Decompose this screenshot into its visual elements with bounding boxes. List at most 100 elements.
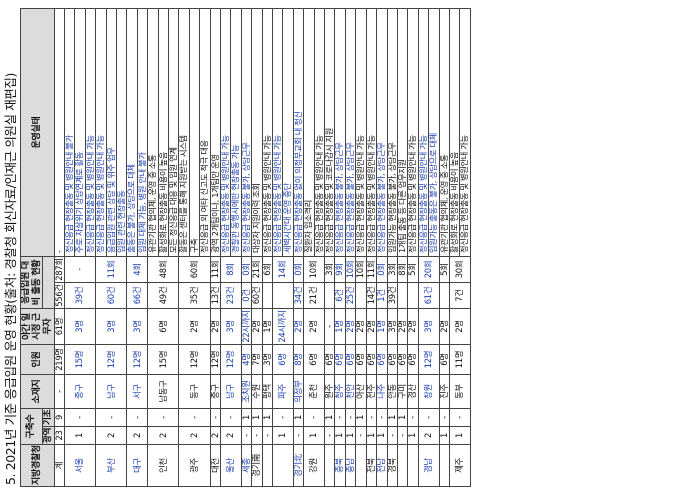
dispatch-cell (397, 282, 408, 309)
local-cell: - (220, 408, 242, 427)
location-cell: 파주 (272, 374, 294, 409)
region-cell: 대구 (126, 444, 148, 487)
local-cell: - (366, 408, 377, 427)
operations-cell: 입원가능 현장출동 불가, 상담근무 (387, 8, 398, 257)
operations-cell: 모든 정신응급 대응 및 입원 연계 (168, 8, 179, 257)
dispatch-cell: 13건 (210, 282, 221, 309)
local-cell: - (126, 408, 148, 427)
metro-cell: - (324, 426, 335, 445)
header-night-staff: 야간 일시정 근무자 (20, 308, 54, 345)
night-staff-cell: 3명 (126, 308, 148, 345)
operations-cell: 활동은 센터를 통해 지원받는 시스템 (178, 8, 190, 257)
operations-cell: 정신응급 현장출동 및 병원안내 불가 (64, 8, 75, 257)
dispatch-cell (355, 282, 367, 309)
staff-cell: 8명 (293, 344, 304, 375)
operations-cell: 정신응급 현장출동 불가, 상담근무 (334, 8, 346, 257)
metro-cell: - (293, 426, 304, 445)
region-cell (439, 444, 450, 487)
table-row: 전남 1- 나주 6명 1명 1건 0회 정신응급 현장출동 불가, 상담근무 (376, 8, 387, 487)
local-cell: - (272, 408, 294, 427)
night-staff-cell: 24시까지 (272, 308, 294, 345)
admission-cell: 60회 (178, 256, 211, 283)
region-cell (262, 444, 273, 487)
admission-cell: 287회 (54, 256, 65, 283)
region-cell: 경기北 (293, 444, 304, 487)
table-row: 경남 2- 창원 12명 3명 61건 20회 정신응급 현장출동 및 병원안내 가능 (418, 8, 440, 487)
night-staff-cell: 2명 (397, 308, 408, 345)
operations-cell: 입원가능 출동은 불가, 상담으로 대체 (428, 8, 440, 257)
operations-cell: 정신응급 현장출동 불가, 상담근무 (241, 8, 252, 257)
night-staff-cell: 6명 (147, 308, 179, 345)
night-staff-cell: 1명 (376, 308, 387, 345)
metro-cell: - (387, 426, 398, 445)
metro-cell: - (397, 426, 408, 445)
operations-cell: 정신응급 현장출동 및 병원안내 가능 (366, 8, 377, 257)
admission-cell: 20회 (418, 256, 440, 283)
admission-cell: 8회 (397, 256, 408, 283)
operations-cell: 응급입원 관련 상담 및 위주 업무 (106, 8, 117, 257)
operations-cell: 정신응급 현장출동 및 병원안내 가능 (262, 8, 273, 257)
dispatch-cell: 7건 (449, 282, 471, 309)
table-row: 서울 1- 중구 15명 3명 39건 - 정신응급 현장출동 및 병원안내 불가 (64, 8, 96, 487)
night-staff-cell: 2명 (439, 308, 450, 345)
metro-cell: 23 (54, 426, 65, 445)
region-cell: 대전 (210, 444, 221, 487)
dispatch-cell (439, 282, 450, 309)
night-staff-cell: - (324, 308, 335, 345)
table-row: 1- 경산 6명 2명 5회 정신응급 현장출동 및 병원안내 가능 (407, 8, 419, 487)
location-cell: 경산 (407, 374, 419, 409)
admission-cell: - (64, 256, 96, 283)
night-staff-cell: 2명 (210, 308, 221, 345)
local-cell: 1 (397, 408, 408, 427)
metro-cell: 2 (210, 426, 221, 445)
header-local: 기초 (42, 408, 54, 427)
admission-cell: 9회 (334, 256, 346, 283)
header-metro: 광역 (42, 426, 54, 445)
location-cell: 진주 (439, 374, 450, 409)
staff-cell: 15명 (147, 344, 179, 375)
header-dispatch-sub (42, 256, 54, 309)
local-cell: - (95, 408, 127, 427)
staff-cell: 6명 (439, 344, 450, 375)
dispatch-cell: 25건 (345, 282, 356, 309)
night-staff-cell: 2명 (366, 308, 377, 345)
local-cell: 1 (241, 408, 252, 427)
location-cell: 남구 (220, 374, 242, 409)
night-staff-cell: 1명 (262, 308, 273, 345)
table-row: 충북 1- 청주 6명 1명 6건 9회 정신응급 현장출동 불가, 상담근무 (334, 8, 346, 487)
local-cell: 1 (293, 408, 304, 427)
dispatch-cell (272, 282, 294, 309)
admission-cell: 30회 (449, 256, 471, 283)
night-staff-cell: 3명 (418, 308, 440, 345)
dispatch-cell: 14건 (366, 282, 377, 309)
region-cell (324, 444, 335, 487)
metro-cell: 2 (418, 426, 440, 445)
metro-cell: 1 (64, 426, 96, 445)
table-row: 강원 1- 춘천 6명 2명 21건 10회 질환자 입소격리 (303, 8, 325, 487)
metro-cell: - (262, 426, 273, 445)
staff-cell: 12명 (210, 344, 221, 375)
local-cell: - (376, 408, 387, 427)
table-row: -1 구미 6명 2명 8회 1개팀 출동 등 다른 업무지원 (397, 8, 408, 487)
location-cell: 동구 (178, 374, 211, 409)
table-body: 계 23 9-219명 61명 556건 287회 - 서울 1- 중구 15명 3명 39건 - 정신응급… (54, 8, 471, 487)
night-staff-cell: 2명 (407, 308, 419, 345)
local-cell: - (334, 408, 346, 427)
dispatch-cell: 34건 (293, 282, 304, 309)
dispatch-cell: 60건 (95, 282, 127, 309)
operations-cell: 정신응급 외 여타 신고도 적극 대응 (199, 8, 211, 257)
admission-cell: 14회 (272, 256, 294, 283)
table-row: 울산 2- 남구 12명 3명 23건 8회 정신응급 현장출동 및 병원안내 가능 (220, 8, 242, 487)
operations-cell: 구축 (189, 8, 200, 257)
dispatch-cell: 0건 (241, 282, 252, 309)
operations-cell: 주로 자살위기 상담연계로 활동 (74, 8, 86, 257)
region-cell: 강원 (303, 444, 325, 487)
staff-cell: 6명 (407, 344, 419, 375)
staff-cell: 6명 (376, 344, 387, 375)
local-cell: - (147, 408, 179, 427)
dispatch-cell: 39건 (64, 282, 96, 309)
admission-cell: 0회 (376, 256, 387, 283)
metro-cell: - (241, 426, 252, 445)
table-row: -1 아산 6명 2명 10회 정신응급 현장출동 및 병원안내 가능 (355, 8, 367, 487)
local-cell: - (345, 408, 356, 427)
